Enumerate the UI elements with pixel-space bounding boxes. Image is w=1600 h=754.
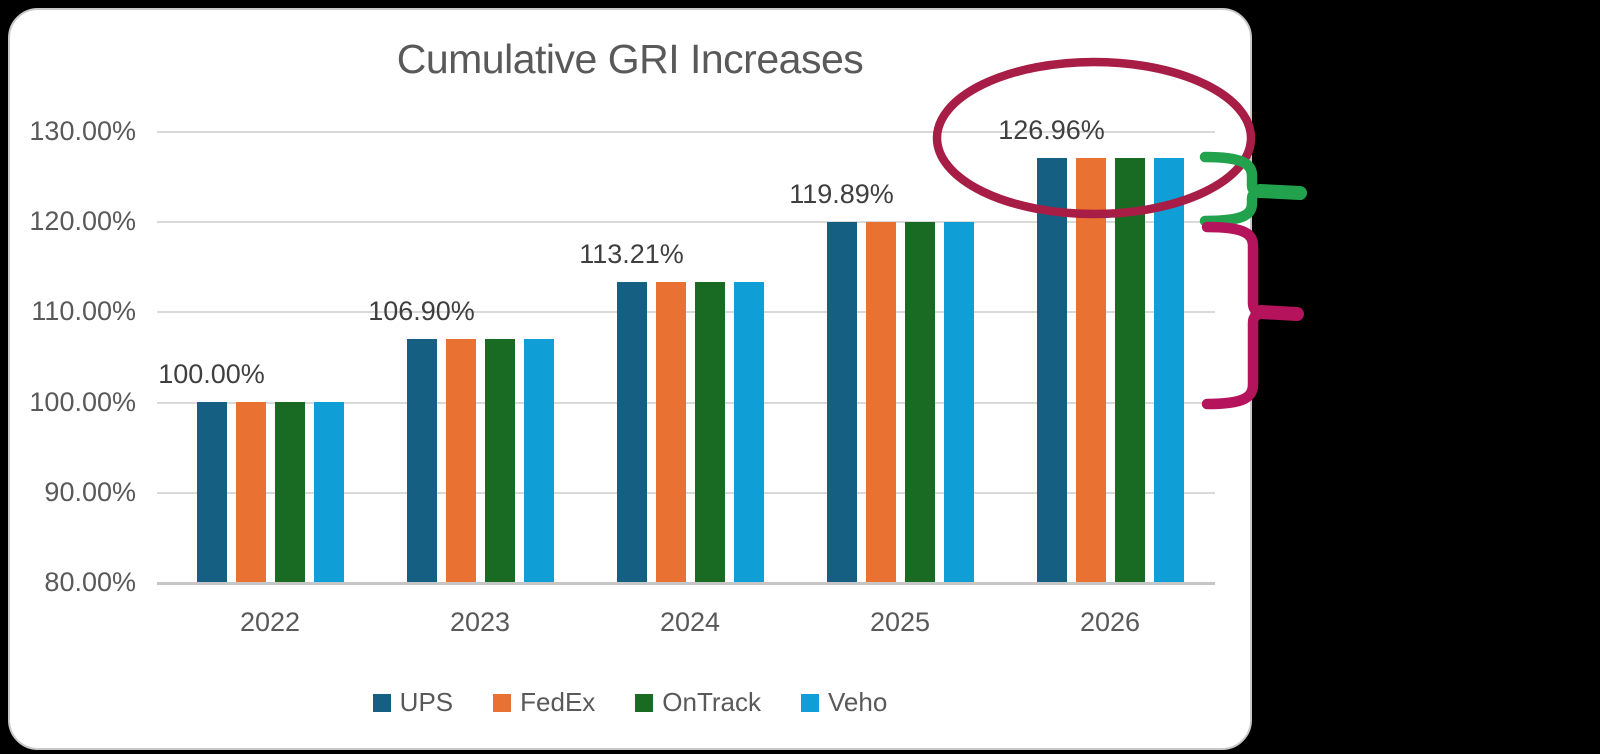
legend-item-ups: UPS: [372, 687, 454, 718]
legend-item-fedex: FedEx: [493, 687, 595, 718]
data-label-2023: 106.90%: [368, 296, 475, 327]
bar-veho-2025: [943, 222, 974, 582]
bar-ontrack-2022: [274, 401, 305, 582]
data-label-2026: 126.96%: [998, 115, 1105, 146]
bar-veho-2023: [523, 339, 554, 582]
legend-label-veho: Veho: [828, 687, 888, 717]
data-label-2025: 119.89%: [789, 179, 894, 210]
bar-ontrack-2023: [484, 339, 515, 582]
legend-swatch-fedex: [493, 693, 512, 712]
chart-card: Cumulative GRI Increases 130.00% 120.00% 1…: [8, 8, 1252, 750]
y-axis-label: 100.00%: [29, 386, 136, 417]
bar-veho-2024: [733, 282, 764, 582]
y-axis-label: 120.00%: [29, 206, 136, 237]
bar-ontrack-2025: [904, 222, 935, 582]
y-axis-label: 80.00%: [44, 567, 136, 597]
bar-ups-2026: [1036, 158, 1067, 582]
pink-brace-tail: [1254, 305, 1304, 321]
x-axis-label-2022: 2022: [239, 607, 301, 637]
bar-ups-2022: [196, 401, 227, 582]
legend-swatch-ups: [372, 693, 391, 712]
bar-veho-2026: [1153, 158, 1184, 582]
legend-swatch-ontrack: [635, 693, 654, 712]
legend-label-ontrack: OnTrack: [662, 687, 762, 717]
x-axis-label-2023: 2023: [449, 607, 511, 637]
chart-title: Cumulative GRI Increases: [396, 36, 864, 82]
y-axis-label: 90.00%: [44, 476, 136, 507]
plot-area: 130.00% 120.00% 110.00% 100.00% 90.00% 80.00%…: [10, 10, 1250, 748]
bar-ontrack-2024: [694, 282, 725, 582]
gridline-120: [157, 221, 1215, 224]
x-axis-label-2026: 2026: [1079, 607, 1141, 637]
bar-veho-2022: [313, 401, 344, 582]
bar-ups-2024: [616, 282, 647, 582]
data-label-2022: 100.00%: [158, 358, 265, 389]
x-axis-label-2025: 2025: [869, 607, 931, 637]
legend-swatch-veho: [801, 693, 820, 712]
legend-item-veho: Veho: [801, 687, 887, 718]
x-axis-label-2024: 2024: [659, 607, 721, 637]
green-brace-tail: [1253, 184, 1307, 200]
gridline-130: [157, 131, 1215, 133]
bar-fedex-2023: [445, 339, 476, 582]
legend-item-ontrack: OnTrack: [635, 687, 761, 718]
bar-ups-2023: [406, 339, 437, 582]
chart-legend: UPS FedEx OnTrack Veho: [10, 687, 1250, 718]
bar-fedex-2026: [1075, 158, 1106, 582]
x-axis-line: [157, 582, 1215, 585]
data-label-2024: 113.21%: [579, 239, 684, 270]
bar-fedex-2025: [865, 222, 896, 582]
bar-fedex-2022: [235, 401, 266, 582]
bar-fedex-2024: [655, 282, 686, 582]
gridline-110: [157, 311, 1215, 314]
y-axis-label: 130.00%: [29, 116, 136, 146]
gridline-100: [157, 401, 1215, 404]
bar-ups-2025: [826, 222, 857, 582]
bar-ontrack-2026: [1114, 158, 1145, 582]
legend-label-ups: UPS: [399, 687, 454, 717]
y-axis-label: 110.00%: [31, 296, 136, 327]
gridline-90: [157, 491, 1215, 494]
legend-label-fedex: FedEx: [520, 687, 596, 717]
